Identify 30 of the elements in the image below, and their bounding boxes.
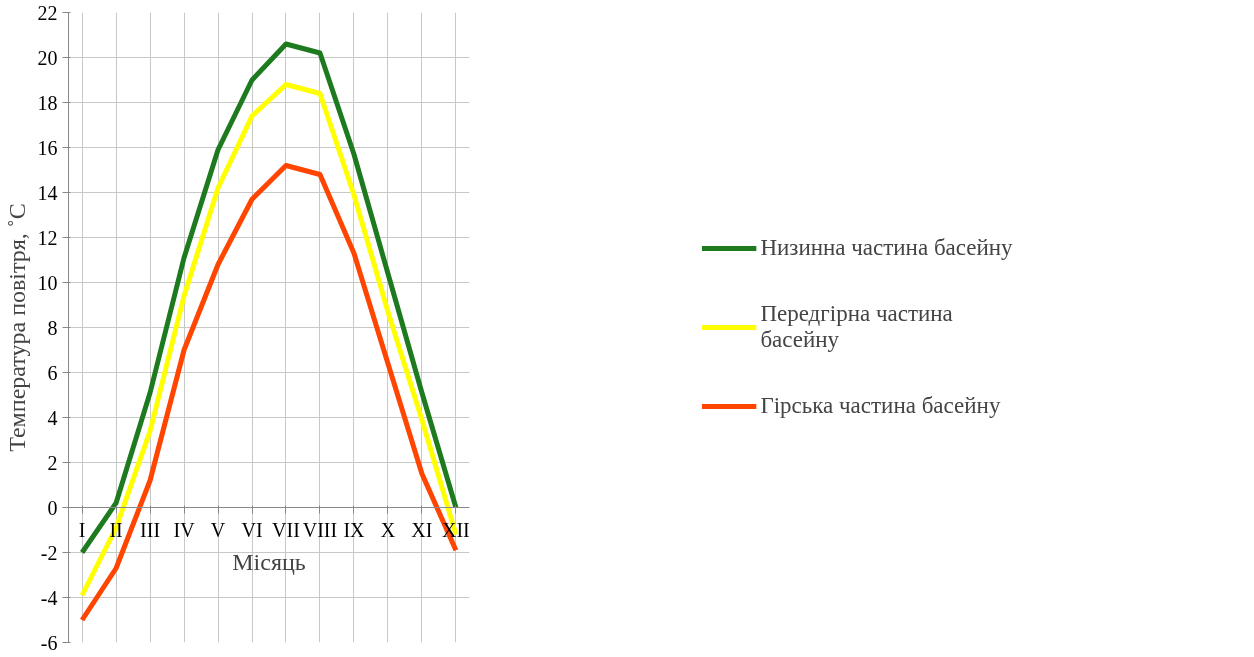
y-tick-label: 2 (47, 451, 58, 474)
y-tick-label: 10 (37, 271, 58, 294)
legend-label: Передгірна частина басейну (760, 301, 953, 353)
x-tick-label: VIII (302, 518, 338, 541)
y-tick-label: 20 (37, 46, 58, 69)
y-tick-label: 14 (37, 181, 58, 204)
x-tick-label: XI (411, 518, 433, 541)
y-tick-label: -6 (40, 631, 58, 654)
x-tick-label: III (140, 518, 161, 541)
x-tick-label: IV (173, 518, 196, 541)
y-tick-label: 18 (37, 91, 58, 114)
x-tick-label: IX (343, 518, 366, 541)
y-tick-label: 0 (47, 496, 58, 519)
x-tick-label: VI (241, 518, 263, 541)
y-axis-title: Температура повітря, ˚С (3, 203, 30, 452)
y-tick-label: -2 (40, 541, 58, 564)
x-tick-label: X (380, 518, 396, 541)
x-tick-label: I (78, 518, 86, 541)
legend-label: Гірська частина басейну (760, 393, 1001, 419)
y-tick-label: -4 (40, 586, 58, 609)
x-tick-label: V (210, 518, 226, 541)
y-tick-label: 6 (47, 361, 58, 384)
y-tick-label: 12 (37, 226, 58, 249)
x-axis-title: Місяць (232, 548, 306, 575)
y-tick-label: 22 (37, 1, 58, 24)
legend-label: Низинна частина басейну (760, 235, 1013, 261)
y-tick-label: 8 (47, 316, 58, 339)
y-tick-label: 16 (37, 136, 58, 159)
y-tick-label: 4 (47, 406, 58, 429)
x-tick-label: VII (272, 518, 300, 541)
